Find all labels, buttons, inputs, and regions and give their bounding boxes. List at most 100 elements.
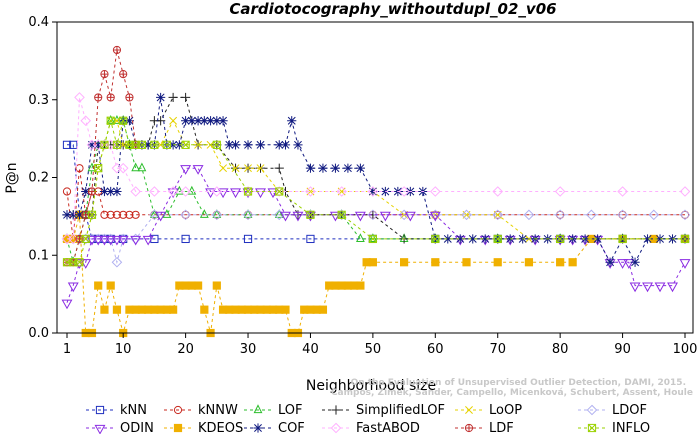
data-point: [255, 188, 266, 199]
data-point: [318, 163, 328, 173]
data-point: [492, 209, 504, 221]
legend-item-fastabod: FastABOD: [322, 421, 420, 434]
data-point: [106, 116, 115, 125]
data-point: [180, 165, 192, 175]
data-point: [330, 422, 342, 434]
data-point: [337, 210, 346, 219]
data-point: [105, 235, 117, 246]
data-point: [173, 423, 183, 433]
data-point: [587, 423, 597, 433]
y-axis-label: P@n: [4, 162, 20, 193]
data-point: [149, 209, 160, 221]
data-point: [455, 234, 465, 244]
data-point: [112, 305, 122, 314]
credit-line-1: Campos, Zimek, Sander, Campello, Micenko…: [331, 388, 693, 398]
data-point: [679, 186, 691, 197]
data-point: [137, 140, 147, 149]
data-point: [149, 209, 159, 218]
data-point: [150, 140, 159, 149]
data-point: [642, 282, 653, 293]
data-point: [586, 404, 598, 416]
series-line: [67, 96, 685, 240]
data-point: [244, 187, 252, 196]
legend-item-loop: LoOP: [455, 403, 522, 418]
series-line: [67, 144, 685, 240]
series-fastabod: [61, 92, 691, 245]
series-line: [67, 214, 685, 335]
data-point: [654, 282, 666, 293]
data-point: [75, 258, 84, 267]
data-point: [281, 305, 290, 314]
data-point: [667, 282, 678, 293]
data-point: [131, 210, 140, 219]
data-point: [367, 186, 379, 197]
data-point: [142, 235, 154, 246]
data-point: [143, 140, 153, 150]
data-point: [167, 186, 179, 197]
data-point: [187, 116, 197, 126]
chart-title: Cardiotocography_withoutdupl_02_v06: [229, 0, 556, 18]
data-point: [162, 140, 171, 149]
data-point: [168, 92, 178, 103]
data-point: [618, 234, 627, 243]
data-point: [94, 281, 103, 290]
data-point: [112, 140, 121, 149]
data-point: [244, 164, 252, 173]
x-tick-label: 70: [489, 342, 506, 357]
data-point: [111, 162, 123, 174]
data-point: [305, 163, 316, 173]
data-point: [275, 187, 284, 196]
x-tick-label: 20: [177, 342, 194, 357]
data-point: [212, 116, 222, 126]
data-point: [95, 405, 105, 415]
data-point: [106, 281, 115, 290]
legend-label: COF: [278, 421, 305, 434]
data-point: [100, 140, 109, 149]
data-point: [368, 186, 378, 197]
data-point: [130, 186, 141, 197]
series-knnw: [62, 164, 690, 244]
data-point: [593, 234, 603, 244]
data-point: [100, 305, 109, 314]
legend-item-cof: COF: [244, 421, 305, 434]
data-point: [119, 116, 128, 125]
y-tick-label: 0.3: [28, 93, 49, 108]
legend-item-odin: ODIN: [86, 421, 154, 434]
data-point: [218, 116, 228, 126]
data-point: [461, 209, 472, 221]
data-point: [355, 163, 365, 173]
series-line: [67, 214, 685, 265]
data-point: [256, 164, 265, 173]
data-point: [243, 234, 253, 244]
data-point: [167, 188, 179, 199]
data-point: [137, 162, 147, 172]
credit-line-2: On the Evaluation of Unsupervised Outlie…: [351, 378, 686, 388]
data-point: [231, 164, 240, 173]
legend-item-knnw: kNNW: [164, 403, 238, 418]
data-point: [81, 234, 90, 244]
data-point: [199, 209, 209, 218]
data-point: [99, 235, 110, 246]
x-tick-label: 60: [427, 342, 444, 357]
data-point: [100, 210, 109, 219]
data-point: [211, 209, 223, 221]
data-point: [630, 257, 640, 267]
series-layer: [61, 45, 691, 338]
data-point: [305, 211, 316, 222]
data-point: [119, 210, 128, 219]
x-tick-label: 1: [63, 342, 71, 357]
data-point: [306, 210, 315, 219]
data-point: [493, 234, 502, 244]
data-point: [336, 186, 347, 197]
data-point: [243, 187, 253, 196]
data-point: [273, 186, 285, 197]
x-tick-label: 10: [115, 342, 132, 357]
data-point: [586, 209, 597, 221]
data-point: [679, 209, 691, 221]
data-point: [107, 93, 115, 102]
data-point: [69, 258, 78, 267]
data-point: [187, 185, 197, 195]
data-point: [280, 140, 291, 150]
data-point: [62, 187, 72, 196]
x-tick-label: 90: [614, 342, 631, 357]
